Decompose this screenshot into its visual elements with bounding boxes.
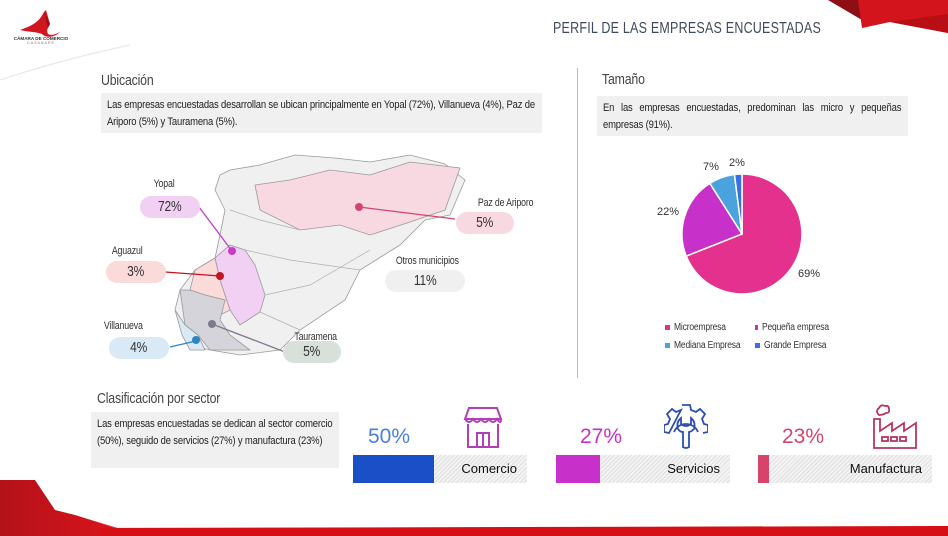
pie-label-microempresa: 69% (798, 268, 821, 280)
servicios-bar-fill (556, 455, 600, 483)
comercio-label: Comercio (461, 461, 517, 476)
aguazul-pct: 3% (106, 261, 166, 283)
factory-icon (873, 404, 917, 449)
ubicacion-title: Ubicación (101, 72, 154, 89)
servicios-bar: Servicios (556, 455, 730, 483)
tamano-title: Tamaño (602, 71, 645, 88)
sector-description: Las empresas encuestadas se dedican al s… (91, 412, 339, 468)
legend-item-microempresa: Microempresa (665, 322, 755, 333)
pie-slice-pequeña-empresa (681, 182, 744, 258)
legend-item-grande: Grande Empresa (755, 340, 841, 351)
tauramena-pct: 5% (283, 341, 341, 363)
pie-legend: Microempresa Pequeña empresa Mediana Emp… (665, 318, 841, 354)
paz-de-ariporo-pct: 5% (456, 212, 514, 234)
section-divider (577, 68, 578, 378)
manufactura-bar: Manufactura (758, 455, 932, 483)
comercio-bar-fill (353, 455, 434, 483)
aguazul-label: Aguazul (111, 245, 143, 257)
servicios-pct: 27% (580, 425, 623, 448)
sector-title: Clasificación por sector (97, 390, 221, 407)
camara-comercio-logo (20, 10, 60, 37)
servicios-label: Servicios (667, 461, 720, 476)
yopal-label: Yopal (153, 178, 175, 190)
comercio-bar: Comercio (353, 455, 527, 483)
ubicacion-description: Las empresas encuestadas desarrollan se … (101, 93, 542, 133)
pie-label-grande: 2% (729, 157, 745, 169)
manufactura-bar-fill (758, 455, 770, 483)
villanueva-label: Villanueva (103, 320, 143, 332)
pie-label-pequena: 22% (657, 206, 680, 218)
yopal-pct: 72% (140, 196, 200, 218)
store-icon (463, 407, 503, 448)
page-title: PERFIL DE LAS EMPRESAS ENCUESTADAS (553, 20, 822, 37)
manufactura-pct: 23% (782, 425, 825, 448)
legend-item-mediana: Mediana Empresa (665, 340, 755, 351)
legend-item-pequena: Pequeña empresa (755, 322, 841, 333)
paz-de-ariporo-label: Paz de Ariporo (477, 197, 534, 209)
comercio-pct: 50% (368, 425, 411, 448)
manufactura-label: Manufactura (849, 461, 922, 476)
otros-municipios-pct: 11% (385, 270, 465, 292)
tamano-description: En las empresas encuestadas, predominan … (597, 96, 908, 136)
logo-text: CÁMARA DE COMERCIO CASANARE (13, 36, 69, 45)
pie-label-mediana: 7% (703, 161, 719, 173)
tauramena-label: Tauramena (294, 331, 337, 343)
gear-wrench-icon (664, 404, 708, 449)
tamano-pie-chart (681, 173, 803, 295)
pie-slice-microempresa (685, 173, 803, 295)
otros-municipios-label: Otros municipios (395, 255, 459, 267)
villanueva-pct: 4% (109, 337, 169, 359)
pie-slice-grande-empresa (733, 173, 743, 235)
